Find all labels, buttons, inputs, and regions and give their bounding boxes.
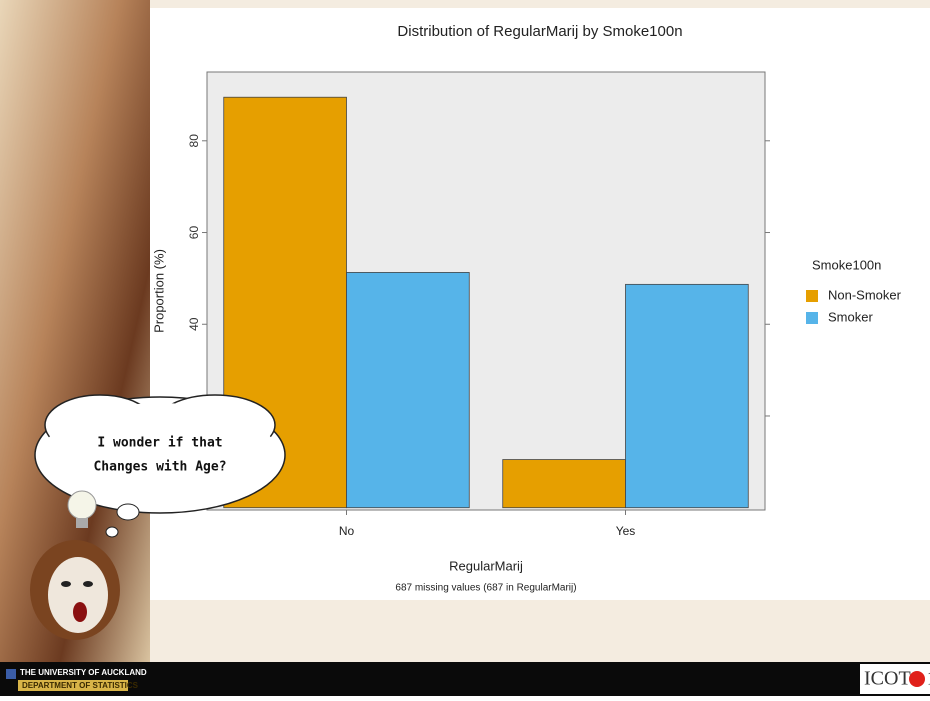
bar: [625, 283, 749, 509]
footer-bar: [0, 662, 930, 696]
callout-line: I wonder if that: [97, 436, 222, 451]
bar: [502, 459, 626, 509]
chart-title: Distribution of RegularMarij by Smoke100…: [397, 23, 682, 40]
university: THE UNIVERSITY OF AUCKLAND: [20, 668, 147, 677]
department: DEPARTMENT OF STATISTICS: [22, 681, 139, 690]
legend-swatch: [806, 312, 818, 324]
dept-band: [18, 680, 128, 691]
thought-bubble: [34, 394, 286, 538]
x-axis-label: RegularMarij: [449, 558, 523, 573]
legend-title: Smoke100n: [812, 257, 881, 272]
callout-line: Changes with Age?: [93, 460, 226, 475]
y-tick-label: 40: [187, 317, 201, 331]
x-tick-label: Yes: [616, 524, 636, 538]
y-tick-label: 80: [187, 134, 201, 148]
crest: [6, 669, 16, 679]
y-tick-label: 60: [187, 226, 201, 240]
legend-label: Smoker: [828, 309, 873, 324]
bar: [346, 272, 470, 509]
legend-swatch: [806, 290, 818, 302]
legend-label: Non-Smoker: [828, 287, 902, 302]
x-tick-label: No: [339, 524, 355, 538]
y-axis-label: Proportion (%): [151, 249, 166, 333]
logo-dot: [909, 671, 925, 687]
mime: [30, 490, 120, 640]
note: 687 missing values (687 in RegularMarij): [395, 583, 576, 594]
